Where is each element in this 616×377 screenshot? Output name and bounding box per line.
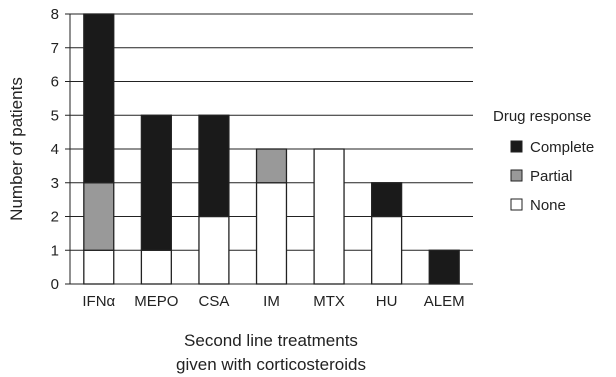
- x-tick-label: CSA: [199, 293, 230, 310]
- x-tick-label: IM: [263, 293, 280, 310]
- y-tick-label: 8: [51, 6, 59, 23]
- bar-segment-complete: [428, 249, 460, 285]
- x-tick-label: ALEM: [424, 293, 465, 310]
- bar-segment-complete: [198, 114, 230, 218]
- legend-title: Drug response: [493, 108, 591, 125]
- bar-segment-none: [255, 182, 288, 285]
- x-tick-label: IFNα: [82, 293, 115, 310]
- y-tick-label: 0: [51, 276, 59, 293]
- legend-label-none: None: [530, 197, 566, 214]
- legend-label-partial: Partial: [530, 168, 573, 185]
- y-tick-label: 6: [51, 74, 59, 91]
- x-axis-title-line-2: given with corticosteroids: [176, 355, 366, 374]
- legend-swatch-none: [510, 198, 523, 211]
- y-tick-label: 3: [51, 175, 59, 192]
- bar-segment-none: [83, 249, 115, 285]
- legend-label-complete: Complete: [530, 139, 594, 156]
- bars: [83, 13, 460, 285]
- y-tick-label: 2: [51, 209, 59, 226]
- y-tick-label: 7: [51, 40, 59, 57]
- bar-segment-complete: [83, 13, 115, 184]
- y-tick-labels: 0 1 2 3 4 5 6 7 8: [51, 6, 70, 293]
- y-tick-label: 4: [51, 141, 59, 158]
- bar-segment-none: [198, 215, 230, 285]
- bar-segment-complete: [371, 182, 403, 218]
- bar-segment-none: [313, 148, 345, 285]
- bar-segment-partial: [83, 182, 115, 251]
- y-axis-title: Number of patients: [7, 77, 26, 221]
- x-axis-title-line-1: Second line treatments: [184, 331, 358, 350]
- legend: Drug response Complete Partial None: [493, 108, 594, 214]
- y-tick-label: 5: [51, 107, 59, 124]
- bar-segment-none: [140, 249, 172, 285]
- x-tick-label: HU: [376, 293, 398, 310]
- y-tick-label: 1: [51, 242, 59, 259]
- bar-segment-none: [371, 215, 403, 285]
- x-tick-label: MTX: [313, 293, 345, 310]
- legend-swatch-complete: [510, 140, 523, 153]
- x-tick-labels: IFNα MEPO CSA IM MTX HU ALEM: [82, 293, 464, 310]
- bar-segment-complete: [140, 114, 172, 251]
- bar-segment-partial: [255, 148, 288, 184]
- x-tick-label: MEPO: [134, 293, 178, 310]
- legend-entries: Complete Partial None: [510, 139, 594, 214]
- legend-swatch-partial: [510, 169, 523, 182]
